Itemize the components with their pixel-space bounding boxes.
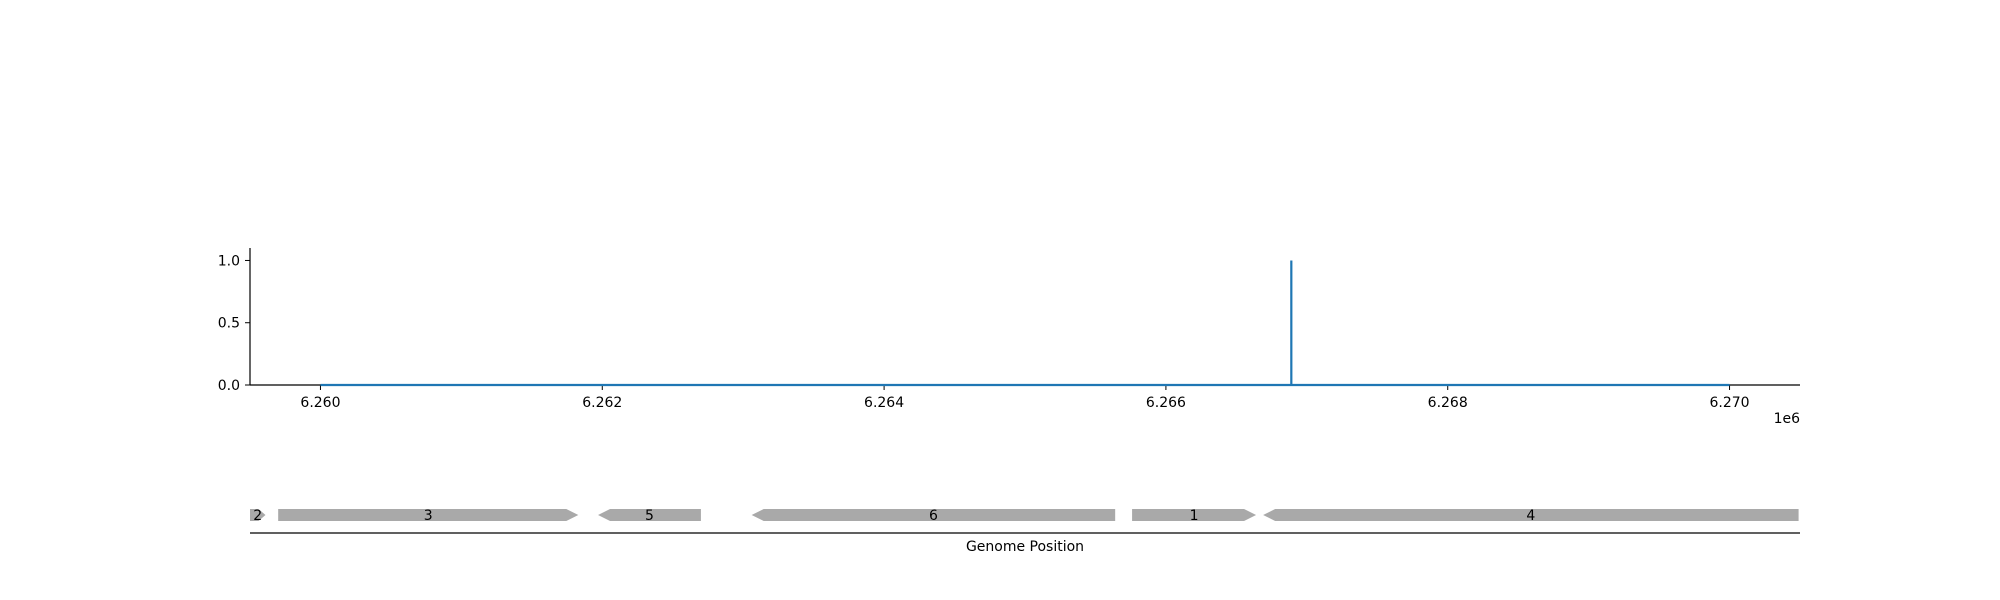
coverage-y-ticks: 0.0 0.5 1.0 [218,253,250,394]
y-tick-label: 0.5 [218,316,240,332]
gene-label-5: 5 [645,508,654,524]
gene-track: 2 3 5 6 1 4 Genome Position [250,508,1800,555]
x-tick-label: 6.270 [1709,395,1749,411]
gene-label-3: 3 [424,508,433,524]
gene-feature-6 [751,509,1116,521]
gene-features: 2 3 5 6 1 4 [250,508,1799,524]
x-tick-label: 6.266 [1146,395,1186,411]
coverage-plot: 0.0 0.5 1.0 6.260 6.262 6.264 6.266 6.268 6.270… [218,248,1800,427]
gene-feature-5 [598,509,701,521]
coverage-x-ticks: 6.260 6.262 6.264 6.266 6.268 6.270 [300,385,1750,411]
coverage-line [320,260,1730,387]
gene-label-2: 2 [253,508,262,524]
x-tick-label: 6.264 [864,395,904,411]
x-offset-label: 1e6 [1774,411,1801,427]
y-tick-label: 0.0 [218,378,240,394]
coverage-series [320,260,1730,387]
gene-label-6: 6 [929,508,938,524]
gene-feature-4 [1263,509,1799,521]
y-tick-label: 1.0 [218,253,240,269]
x-tick-label: 6.262 [582,395,622,411]
gene-label-1: 1 [1190,508,1199,524]
x-tick-label: 6.268 [1428,395,1468,411]
gene-label-4: 4 [1526,508,1535,524]
gene-track-xlabel: Genome Position [966,539,1084,555]
gene-feature-3 [278,509,579,521]
x-tick-label: 6.260 [300,395,340,411]
gene-feature-2 [250,509,266,521]
gene-feature-1 [1132,509,1257,521]
